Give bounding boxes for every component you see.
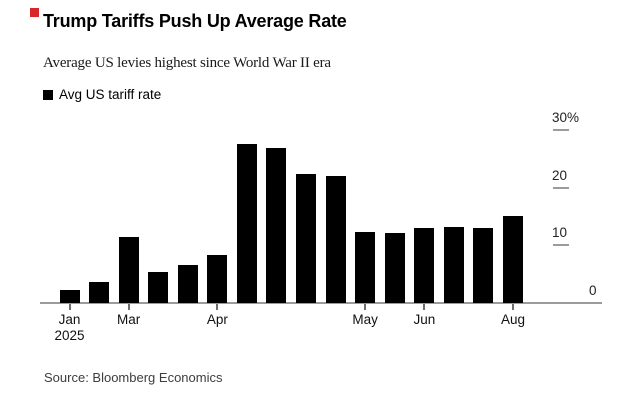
bar <box>236 144 257 303</box>
bar <box>59 290 80 303</box>
bar <box>266 148 287 303</box>
bar <box>118 237 139 303</box>
x-axis-tick-label: Aug <box>481 312 545 328</box>
y-axis-tick-dash <box>553 129 569 131</box>
y-axis-tick-dash <box>553 244 569 247</box>
x-axis-tick-label: Apr <box>185 312 249 328</box>
legend: Avg US tariff rate <box>43 87 161 102</box>
x-axis-tick-mark <box>512 304 515 310</box>
bar <box>296 174 317 303</box>
x-axis-month-label: May <box>352 312 378 327</box>
x-axis-month-label: Aug <box>501 312 526 327</box>
legend-label: Avg US tariff rate <box>59 87 162 102</box>
x-axis-tick-mark <box>364 304 367 310</box>
x-axis-tick-label: May <box>333 312 397 328</box>
bar <box>325 176 346 303</box>
bar <box>89 282 110 303</box>
x-axis-month-label: Jun <box>413 312 436 327</box>
chart-subtitle: Average US levies highest since World Wa… <box>43 55 331 71</box>
x-axis-tick-mark <box>423 304 426 310</box>
x-axis-tick-label: Jan 2025 <box>38 312 102 344</box>
bar <box>414 228 435 303</box>
source-line: Source: Bloomberg Economics <box>44 370 223 385</box>
x-axis-month-label: Jan <box>58 312 81 327</box>
x-axis-month-label: Apr <box>206 312 228 327</box>
bar <box>443 227 464 303</box>
bar <box>207 255 228 303</box>
bar <box>473 228 494 303</box>
x-axis-line <box>40 302 602 304</box>
x-axis-tick-label: Mar <box>97 312 161 328</box>
x-axis-tick-mark <box>216 304 219 310</box>
legend-swatch-icon <box>43 89 53 100</box>
y-axis-tick-dash <box>553 186 569 189</box>
bar <box>177 265 198 303</box>
y-axis-tick-label: 20 <box>552 167 568 183</box>
y-axis-tick-label: 30% <box>552 110 580 125</box>
bar <box>503 216 524 303</box>
x-axis-month-label: Mar <box>117 312 141 327</box>
bar <box>384 233 405 303</box>
x-axis-tick-mark <box>68 304 71 310</box>
bar <box>355 232 376 303</box>
y-axis-tick-label: 0 <box>589 283 597 298</box>
y-axis-tick-label: 10 <box>552 225 568 241</box>
chart-title: Trump Tariffs Push Up Average Rate <box>43 11 347 31</box>
bloomberg-red-square-mark <box>30 8 39 17</box>
x-axis-tick-mark <box>127 304 130 310</box>
x-axis-tick-label: Jun <box>392 312 456 328</box>
x-axis-year-label: 2025 <box>54 328 85 343</box>
bar <box>148 272 169 303</box>
